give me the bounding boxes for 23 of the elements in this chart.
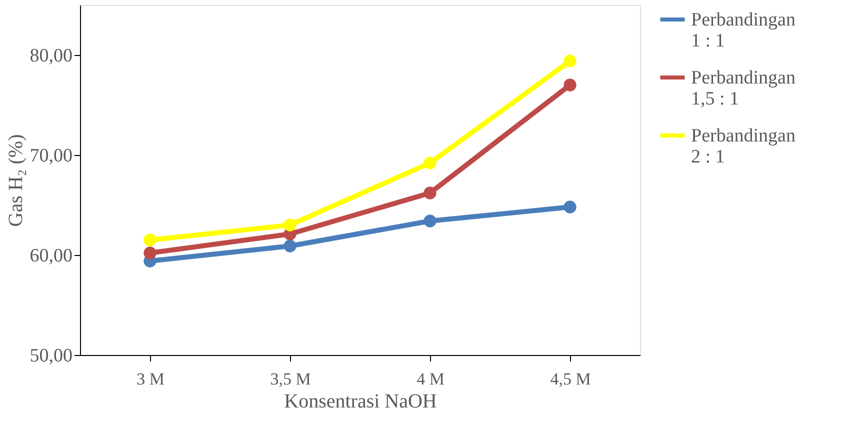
point [284, 218, 296, 232]
point [424, 156, 436, 170]
point [564, 54, 576, 68]
point [424, 214, 436, 228]
point [144, 246, 156, 260]
point [424, 186, 436, 200]
legend-label: Perbandingan 1 : 1 [691, 10, 796, 52]
x-tick-label: 4 M [416, 370, 444, 388]
point [284, 240, 296, 252]
y-tick-label: 70,00 [30, 146, 72, 166]
y-tick-label: 60,00 [30, 246, 72, 266]
y-tick-label: 80,00 [30, 46, 72, 66]
legend-label: Perbandingan 1,5 : 1 [691, 68, 796, 110]
x-tick-label: 3 M [136, 370, 164, 388]
x-tick-label: 3,5 M [270, 370, 311, 388]
y-tick-label: 50,00 [30, 346, 72, 366]
point [144, 234, 156, 246]
x-tick-label: 4,5 M [550, 370, 591, 388]
point [564, 200, 576, 214]
y-axis-title: Gas H₂ (%) [4, 134, 27, 227]
x-axis-title: Konsentrasi NaOH [284, 390, 437, 412]
point [564, 78, 576, 92]
legend-label: Perbandingan 2 : 1 [691, 126, 796, 168]
